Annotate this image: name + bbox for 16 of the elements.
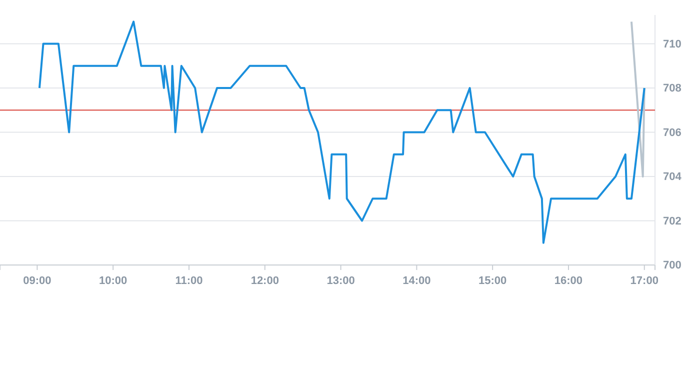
x-tick-label: 14:00 <box>402 274 431 287</box>
line-series <box>38 20 646 244</box>
y-tick-label: 700 <box>663 260 682 272</box>
x-tick-label: 12:00 <box>250 274 279 287</box>
x-tick-label: 09:00 <box>23 274 52 287</box>
y-tick-label: 710 <box>663 38 682 50</box>
y-tick-label: 706 <box>663 126 682 139</box>
y-tick-label: 708 <box>663 82 682 95</box>
x-tick-label: 10:00 <box>99 274 128 287</box>
x-tick-label: 15:00 <box>478 274 507 287</box>
x-tick-label: 11:00 <box>175 274 203 287</box>
x-tick-label: 13:00 <box>326 274 355 287</box>
x-tick-label: 16:00 <box>554 274 583 287</box>
x-tick-label: 17:00 <box>630 274 658 287</box>
y-tick-label: 702 <box>663 215 682 228</box>
y-tick-label: 704 <box>663 171 682 184</box>
